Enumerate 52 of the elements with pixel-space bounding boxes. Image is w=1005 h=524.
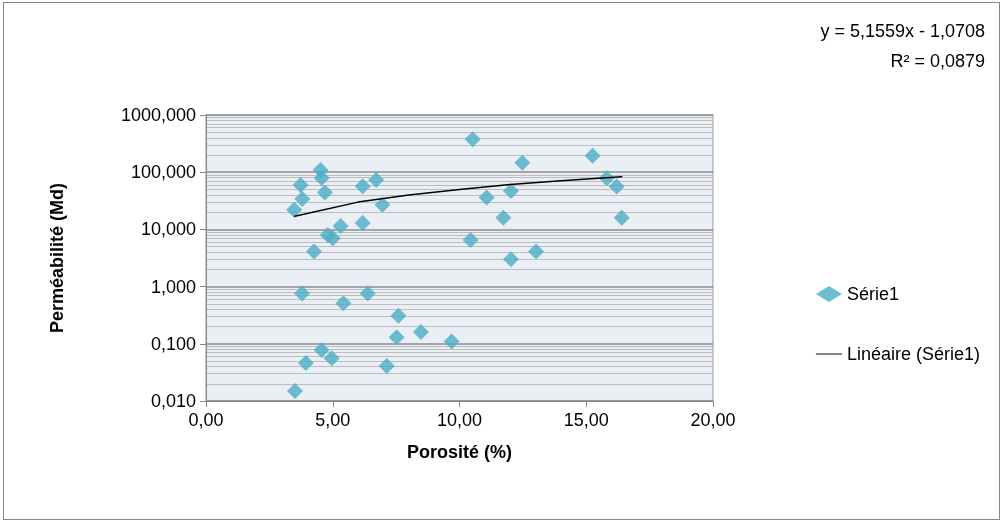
point: [412, 324, 429, 341]
point: [478, 189, 495, 206]
point: [502, 251, 519, 268]
x-tick-label: 20,00: [690, 410, 736, 430]
point: [464, 131, 481, 148]
y-tick-label: 100,000: [130, 162, 196, 183]
point: [514, 154, 531, 171]
point: [443, 333, 460, 350]
y-tick-label: 10,000: [140, 219, 196, 240]
y-tick-label: 0,100: [150, 333, 196, 354]
point: [313, 341, 330, 358]
point: [286, 382, 303, 399]
y-axis-title: Perméabilité (Md): [47, 182, 67, 334]
point: [294, 191, 311, 207]
legend-label: Linéaire (Série1): [846, 344, 981, 364]
x-tick-label: 0,00: [188, 410, 224, 430]
point: [354, 178, 371, 195]
point: [359, 285, 376, 302]
y-tick-label: 0,010: [150, 391, 196, 411]
point: [613, 209, 630, 226]
point: [323, 350, 340, 367]
x-tick-label: 10,00: [436, 410, 483, 430]
point: [388, 329, 405, 346]
point: [316, 184, 333, 201]
point: [528, 243, 545, 260]
x-tick-label: 5,00: [315, 410, 351, 430]
point: [324, 230, 341, 247]
y-tick-label: 1000,000: [120, 105, 196, 125]
point: [292, 176, 309, 193]
y-tick-label: 1,000: [150, 276, 196, 297]
point: [584, 147, 601, 164]
x-axis-title: Porosité (%): [406, 442, 513, 462]
point: [374, 196, 391, 213]
point: [332, 217, 349, 234]
point: [462, 232, 479, 249]
point: [286, 201, 303, 218]
legend-label: Série1: [846, 284, 899, 304]
point: [368, 172, 385, 189]
point: [390, 307, 407, 324]
point: [297, 355, 314, 372]
point: [502, 182, 519, 199]
point: [305, 243, 322, 260]
text: y = 5,1559x - 1,0708: [820, 21, 986, 41]
point: [335, 295, 352, 312]
point: [294, 285, 311, 302]
point: [313, 170, 330, 187]
point: [378, 357, 395, 374]
point: [608, 178, 625, 195]
text: R² = 0,0879: [890, 51, 985, 71]
point: [354, 214, 371, 231]
x-tick-label: 15,00: [563, 410, 609, 430]
point: [495, 209, 512, 226]
